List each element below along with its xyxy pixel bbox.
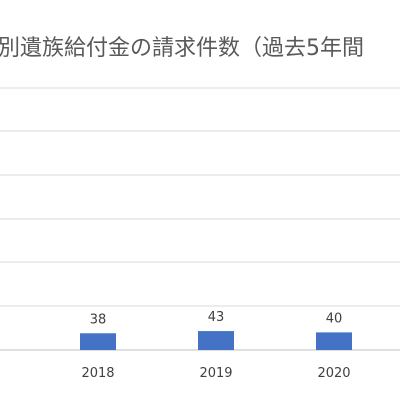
- bar-2018: [80, 333, 116, 350]
- chart-title: 別遺族給付金の請求件数（過去5年間: [0, 36, 364, 61]
- bar-2019: [198, 331, 234, 350]
- x-tick-label-2018: 2018: [81, 366, 114, 381]
- x-tick-label-2019: 2019: [199, 366, 232, 381]
- data-label-2019: 43: [208, 310, 225, 325]
- bar-series: 38 2018 43 2019 40 2020: [80, 310, 352, 381]
- data-label-2020: 40: [326, 311, 343, 326]
- data-label-2018: 38: [90, 312, 107, 327]
- gridlines: [0, 87, 400, 307]
- x-tick-label-2020: 2020: [317, 366, 350, 381]
- bar-2020: [316, 332, 352, 350]
